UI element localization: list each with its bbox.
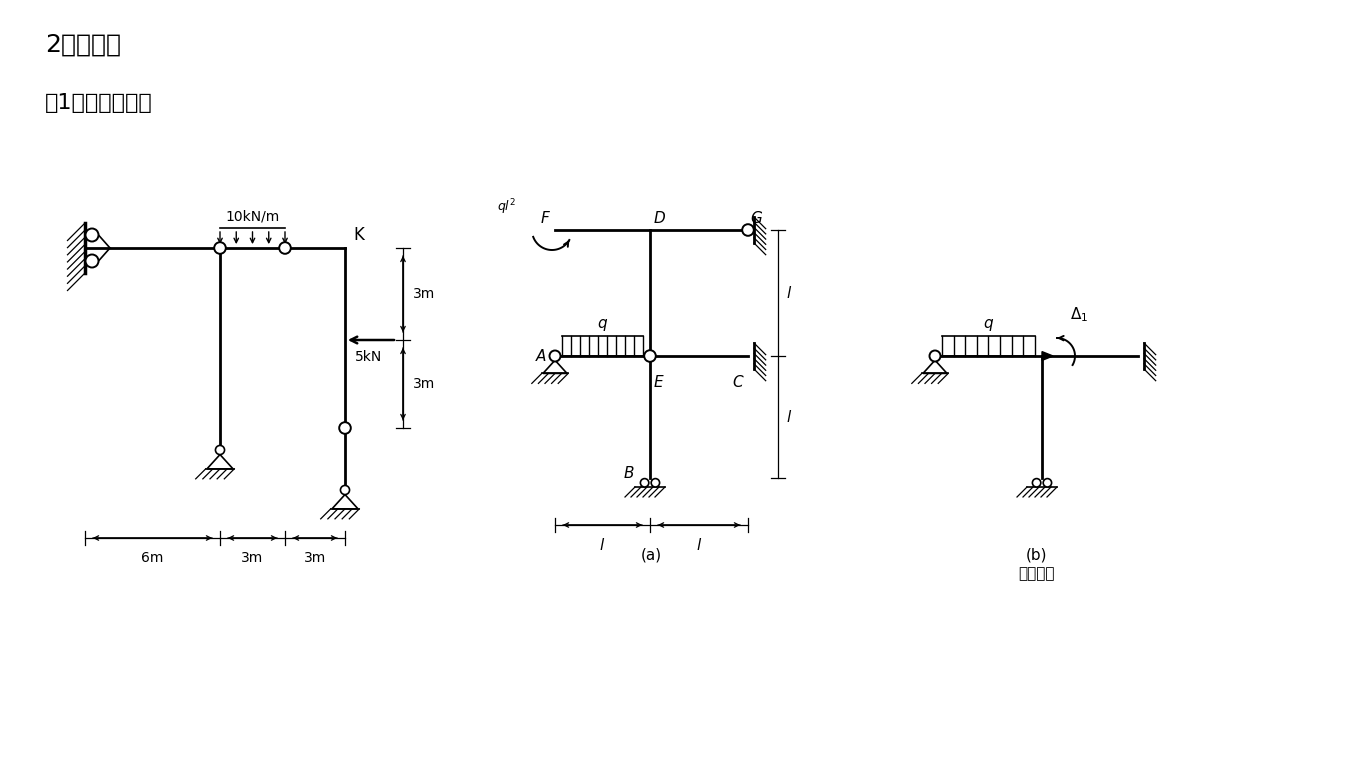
Circle shape	[86, 254, 98, 267]
Text: （1）静定结构：: （1）静定结构：	[45, 93, 153, 113]
Text: $A$: $A$	[535, 348, 547, 364]
Circle shape	[742, 224, 754, 236]
Circle shape	[1043, 478, 1052, 487]
Text: 2、简化：: 2、简化：	[45, 33, 121, 57]
Text: $l$: $l$	[786, 409, 792, 425]
Text: 6m: 6m	[142, 551, 164, 565]
Text: 10kN/m: 10kN/m	[225, 210, 280, 224]
Text: $l$: $l$	[696, 537, 702, 553]
Text: 3m: 3m	[413, 377, 435, 391]
Circle shape	[644, 350, 656, 362]
Text: $l$: $l$	[786, 285, 792, 301]
Circle shape	[280, 242, 291, 253]
Circle shape	[1033, 478, 1041, 487]
Circle shape	[341, 485, 349, 495]
Circle shape	[216, 445, 225, 455]
Text: 5kN: 5kN	[355, 350, 382, 364]
Text: $G$: $G$	[750, 210, 762, 226]
Text: $l$: $l$	[599, 537, 606, 553]
Text: (b): (b)	[1026, 548, 1048, 563]
Circle shape	[550, 350, 561, 362]
Text: K: K	[353, 226, 364, 244]
Text: $ql^2$: $ql^2$	[498, 197, 517, 217]
Circle shape	[340, 422, 351, 434]
Circle shape	[86, 229, 98, 241]
Circle shape	[214, 242, 226, 253]
Polygon shape	[1042, 352, 1053, 360]
Text: $F$: $F$	[540, 210, 551, 226]
Text: $E$: $E$	[653, 374, 664, 390]
Text: $C$: $C$	[732, 374, 745, 390]
Circle shape	[651, 478, 660, 487]
Circle shape	[551, 352, 559, 360]
Text: 基本体系: 基本体系	[1019, 566, 1054, 581]
Text: 3m: 3m	[304, 551, 326, 565]
Text: 3m: 3m	[413, 287, 435, 301]
Text: $\Delta_1$: $\Delta_1$	[1069, 306, 1088, 324]
Text: $D$: $D$	[653, 210, 666, 226]
Circle shape	[641, 478, 649, 487]
Text: $q$: $q$	[983, 317, 994, 333]
Circle shape	[929, 350, 941, 362]
Text: $B$: $B$	[623, 465, 636, 481]
Text: (a): (a)	[641, 548, 662, 563]
Circle shape	[930, 352, 940, 360]
Text: 3m: 3m	[241, 551, 263, 565]
Text: $q$: $q$	[597, 317, 608, 333]
